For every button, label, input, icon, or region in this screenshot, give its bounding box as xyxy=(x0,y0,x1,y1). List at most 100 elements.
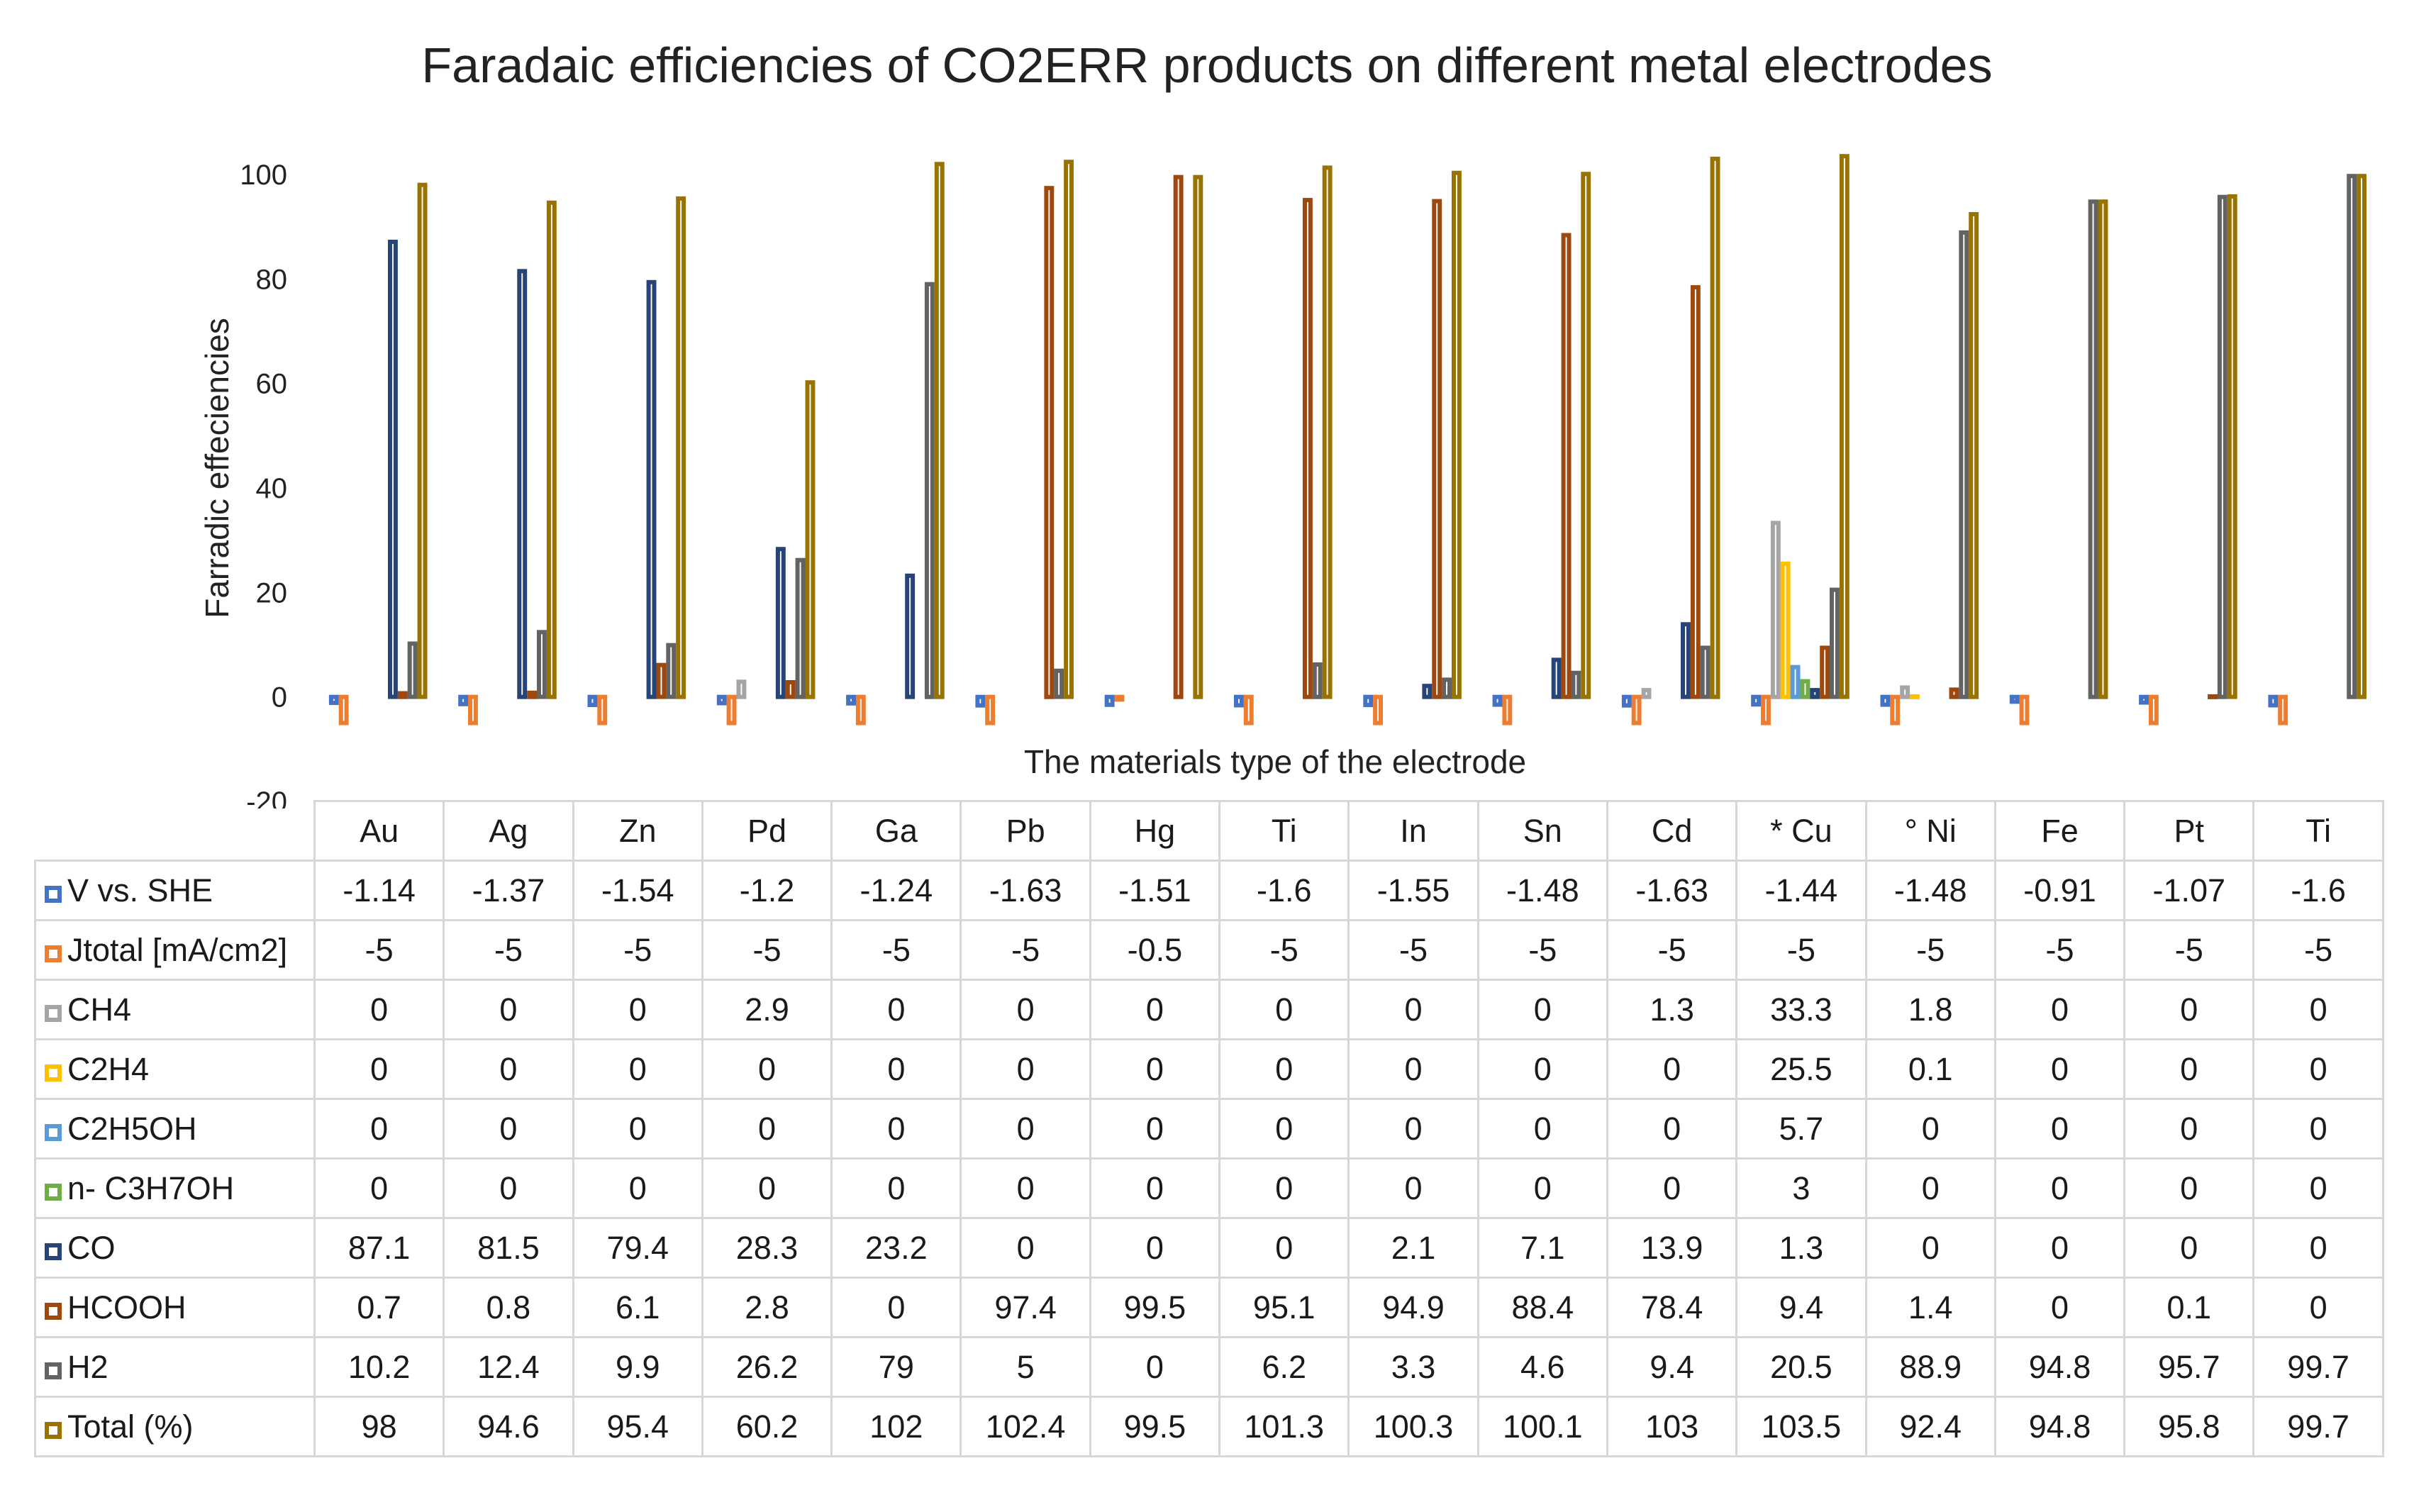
bar xyxy=(1900,685,1910,699)
bar xyxy=(934,162,945,699)
data-value: 3.3 xyxy=(1347,1336,1479,1398)
legend-key-icon xyxy=(45,1064,62,1082)
data-value: 0 xyxy=(1864,1157,1996,1219)
bar xyxy=(1064,160,1074,699)
data-value: -5 xyxy=(1347,919,1479,981)
data-value: 0 xyxy=(2123,1157,2255,1219)
bar xyxy=(328,694,339,706)
data-value: -1.6 xyxy=(2252,860,2384,921)
bar xyxy=(1373,694,1383,726)
data-value: 94.9 xyxy=(1347,1277,1479,1338)
table-row: C2H4 0 0 0 0 0 0 0 0 0 0 0 25.5 0.1 0 0 0 xyxy=(34,1038,2384,1100)
y-tick-label: 80 xyxy=(256,264,288,295)
data-value: 97.4 xyxy=(960,1277,1091,1338)
data-value: 0 xyxy=(2252,1098,2384,1160)
bar xyxy=(1681,622,1691,699)
series-name: C2H5OH xyxy=(67,1110,197,1147)
data-value: -1.48 xyxy=(1476,860,1608,921)
data-value: 0 xyxy=(1606,1157,1738,1219)
data-value: 94.8 xyxy=(1993,1336,2126,1398)
bar xyxy=(1322,165,1333,699)
data-value: 25.5 xyxy=(1735,1038,1867,1100)
data-value: 0 xyxy=(1864,1217,1996,1279)
data-value: 0 xyxy=(572,1038,703,1100)
data-value: 0 xyxy=(1089,1038,1221,1100)
bar xyxy=(1910,694,1920,699)
bar xyxy=(1761,694,1771,726)
bar xyxy=(1561,233,1572,699)
bar xyxy=(1770,521,1781,699)
bar xyxy=(1452,170,1462,699)
data-value: 0 xyxy=(313,1038,445,1100)
bar xyxy=(2148,694,2159,726)
data-value: 2.1 xyxy=(1347,1217,1479,1279)
bar xyxy=(597,694,608,726)
category-header: Pt xyxy=(2123,800,2255,862)
data-value: 0 xyxy=(830,1157,962,1219)
bar xyxy=(458,694,469,706)
data-value: -1.07 xyxy=(2123,860,2255,921)
table-header-row: Au Ag Zn Pd Ga Pb Hg Ti In Sn Cd * Cu ° Ni Fe Pt Ti xyxy=(35,800,2384,862)
data-value: 0 xyxy=(1476,979,1608,1040)
chart-title: Faradaic efficiencies of CO2ERR products… xyxy=(421,38,1993,93)
data-value: 0 xyxy=(830,979,962,1040)
series-name: n- C3H7OH xyxy=(67,1169,235,1206)
data-value: 0 xyxy=(960,1217,1091,1279)
legend-key-icon xyxy=(45,1243,62,1260)
data-value: 100.3 xyxy=(1347,1396,1479,1457)
data-value: 99.7 xyxy=(2252,1336,2384,1398)
series-legend-cell: CH4 xyxy=(34,979,316,1040)
data-value: 0 xyxy=(1993,979,2126,1040)
category-header: Zn xyxy=(572,800,703,862)
series-name: V vs. SHE xyxy=(67,872,213,908)
table-row: CO 87.1 81.5 79.4 28.3 23.2 0 0 0 2.1 7.1 13.9 1.3 0 0… xyxy=(34,1217,2384,1279)
bar xyxy=(975,694,986,708)
data-value: 0 xyxy=(1993,1098,2126,1160)
data-value: 1.3 xyxy=(1606,979,1738,1040)
data-value: 0 xyxy=(1606,1038,1738,1100)
series-name: C2H4 xyxy=(67,1050,150,1087)
data-value: 0 xyxy=(313,979,445,1040)
data-value: 0 xyxy=(443,979,574,1040)
y-tick-label: 40 xyxy=(256,473,288,504)
legend-key-icon xyxy=(45,1004,62,1022)
legend-key-icon xyxy=(45,1362,62,1379)
category-header: Ag xyxy=(443,800,574,862)
data-value: 81.5 xyxy=(443,1217,574,1279)
data-value: 0 xyxy=(443,1098,574,1160)
data-value: 0 xyxy=(2123,1038,2255,1100)
data-value: 0 xyxy=(960,1038,1091,1100)
data-value: 0 xyxy=(1089,1336,1221,1398)
bar xyxy=(517,269,528,699)
data-value: 0 xyxy=(572,1157,703,1219)
table-row: HCOOH 0.7 0.8 6.1 2.8 0 97.4 99.5 95.1 94.9 88.4 78… xyxy=(34,1277,2384,1338)
bar xyxy=(587,694,598,708)
table-row: n- C3H7OH 0 0 0 0 0 0 0 0 0 0 0 3 0 0 0 0 xyxy=(34,1157,2384,1219)
data-value: 9.4 xyxy=(1735,1277,1867,1338)
series-legend-cell: n- C3H7OH xyxy=(34,1157,316,1219)
data-value: 99.7 xyxy=(2252,1396,2384,1457)
data-value: 99.5 xyxy=(1089,1396,1221,1457)
bar xyxy=(2009,694,2020,704)
data-value: 79 xyxy=(830,1336,962,1398)
data-value: -5 xyxy=(830,919,962,981)
data-value: -5 xyxy=(1218,919,1350,981)
data-value: 79.4 xyxy=(572,1217,703,1279)
category-header: Fe xyxy=(1993,800,2126,862)
data-value: -1.55 xyxy=(1347,860,1479,921)
data-value: 94.8 xyxy=(1993,1396,2126,1457)
data-value: -5 xyxy=(313,919,445,981)
bar xyxy=(1432,199,1442,699)
category-header: Sn xyxy=(1476,800,1608,862)
bar xyxy=(1422,684,1433,699)
data-value: 0 xyxy=(830,1038,962,1100)
y-axis-label: Farradic effeciencies xyxy=(199,318,235,618)
bar xyxy=(736,679,747,699)
data-value: 0 xyxy=(2252,1277,2384,1338)
data-value: -5 xyxy=(2252,919,2384,981)
bar xyxy=(2217,194,2227,699)
legend-key-icon xyxy=(45,1421,62,1439)
data-value: 6.2 xyxy=(1218,1336,1350,1398)
category-header: Au xyxy=(313,800,445,862)
